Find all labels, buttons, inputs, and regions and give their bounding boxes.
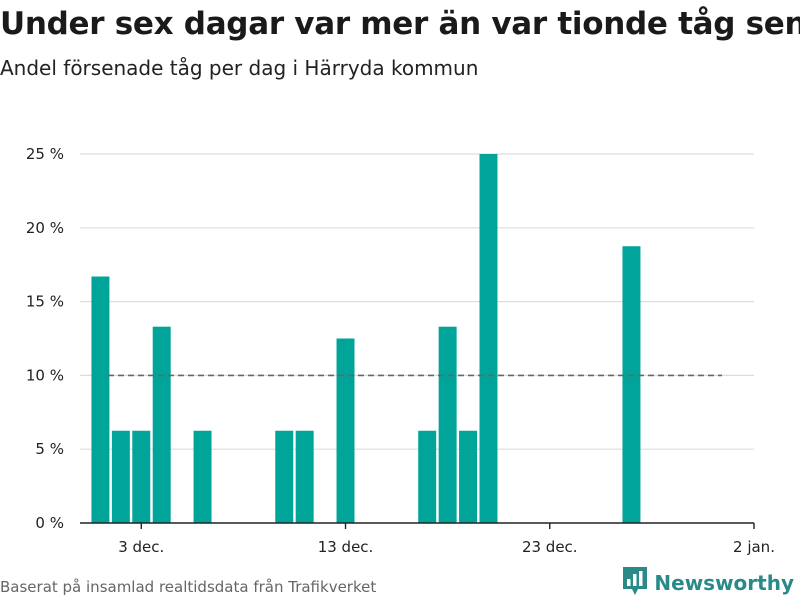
y-tick-label: 15 % (26, 293, 64, 311)
y-tick-label: 25 % (26, 145, 64, 163)
bar[interactable] (91, 276, 110, 523)
bar[interactable] (193, 430, 212, 523)
bar[interactable] (152, 326, 171, 523)
grid-lines (80, 153, 754, 450)
x-axis (80, 522, 755, 529)
brand-logo[interactable]: Newsworthy (622, 566, 794, 600)
source-note: Baserat på insamlad realtidsdata från Tr… (0, 578, 377, 596)
bar[interactable] (275, 430, 294, 523)
bar[interactable] (479, 154, 498, 523)
bar[interactable] (459, 430, 478, 523)
y-tick-label: 0 % (35, 514, 64, 532)
bar-chart-logo-icon (622, 566, 648, 600)
bar[interactable] (438, 326, 457, 523)
y-axis-labels: 0 % 5 % 10 % 15 % 20 % 25 % (26, 145, 64, 532)
bars (91, 154, 641, 524)
bar[interactable] (418, 430, 437, 523)
y-tick-label: 20 % (26, 219, 64, 237)
x-tick-label: 2 jan. (733, 538, 775, 556)
x-tick-label: 13 dec. (318, 538, 374, 556)
chart-title: Under sex dagar var mer än var tionde tå… (0, 6, 800, 42)
x-tick-label: 23 dec. (522, 538, 578, 556)
x-axis-labels: 3 dec. 13 dec. 23 dec. 2 jan. (118, 538, 775, 556)
bar[interactable] (132, 430, 151, 523)
brand-name: Newsworthy (654, 571, 794, 595)
bar[interactable] (295, 430, 314, 523)
chart-subtitle: Andel försenade tåg per dag i Härryda ko… (0, 56, 479, 80)
x-tick-label: 3 dec. (118, 538, 164, 556)
bar[interactable] (622, 246, 641, 523)
bar[interactable] (336, 338, 355, 524)
y-tick-label: 5 % (35, 440, 64, 458)
bar[interactable] (111, 430, 130, 523)
y-tick-label: 10 % (26, 366, 64, 384)
